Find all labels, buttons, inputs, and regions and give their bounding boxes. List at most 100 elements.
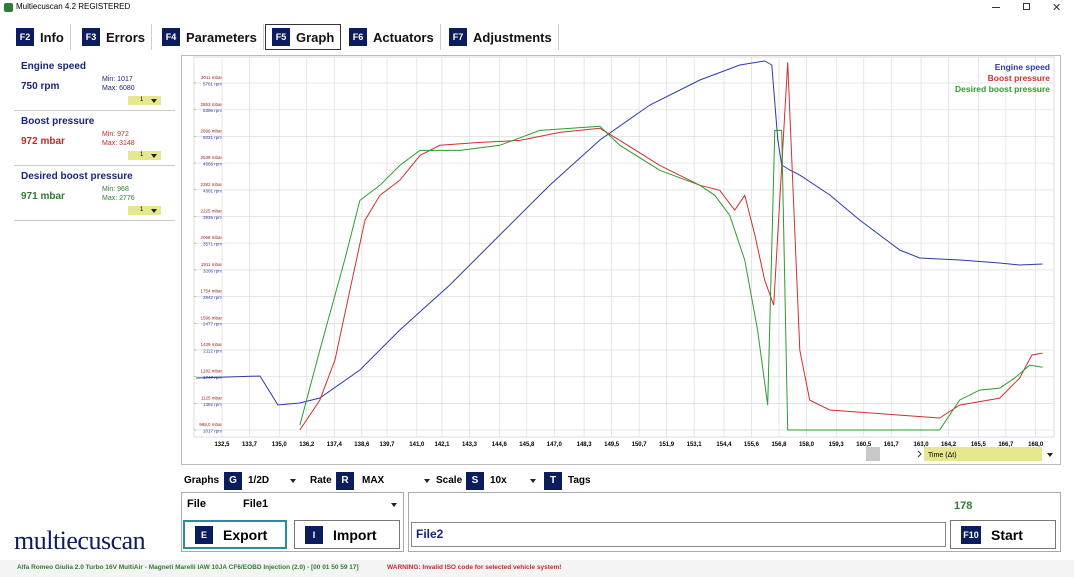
dropdown-arrow[interactable]: [530, 479, 536, 483]
graphs-value[interactable]: 1/2D: [248, 475, 270, 486]
dropdown-arrow[interactable]: [424, 479, 430, 483]
tab-key: F3: [82, 28, 100, 46]
window-title: Multiecuscan 4.2 REGISTERED: [16, 2, 131, 11]
import-button[interactable]: I Import: [294, 520, 400, 549]
x-tick-label: 156,8: [771, 442, 787, 448]
tab-key: F5: [272, 28, 290, 46]
parameter-scale[interactable]: 1: [128, 151, 161, 160]
parameter-max: Max: 6080: [102, 85, 135, 92]
y2-tick-label: 2112 rpm: [203, 348, 222, 353]
tags-key[interactable]: T: [544, 472, 562, 490]
scroll-thumb[interactable]: [866, 447, 880, 461]
x-tick-label: 164,2: [941, 442, 957, 448]
y2-tick-label: 4301 rpm: [203, 188, 222, 193]
export-button[interactable]: E Export: [183, 520, 287, 549]
parameter-min: Min: 968: [102, 186, 129, 193]
y2-tick-label: 3936 rpm: [203, 215, 222, 220]
x-tick-label: 166,7: [998, 442, 1014, 448]
tab-label: Parameters: [186, 29, 257, 45]
x-tick-label: 148,3: [577, 442, 593, 448]
tab[interactable]: F5 Graph: [265, 24, 342, 50]
legend-entry: Boost pressure: [988, 73, 1051, 83]
tab[interactable]: F7 Adjustments: [443, 24, 559, 50]
y2-tick-label: 1382 rpm: [203, 402, 222, 407]
x-tick-label: 165,5: [971, 442, 987, 448]
file-label: File: [187, 498, 206, 510]
y2-tick-label: 2477 rpm: [203, 322, 222, 327]
parameter-min: Min: 972: [102, 131, 129, 138]
scale-value[interactable]: 10x: [490, 475, 507, 486]
tab-label: Info: [40, 29, 64, 45]
maximize-button[interactable]: [1023, 3, 1030, 10]
close-button[interactable]: ✕: [1052, 2, 1062, 14]
graphs-key[interactable]: G: [224, 472, 242, 490]
x-tick-label: 159,3: [829, 442, 845, 448]
dropdown-arrow[interactable]: [151, 99, 157, 103]
dropdown-arrow[interactable]: [391, 503, 397, 507]
file2-field[interactable]: File2: [411, 522, 946, 547]
dropdown-arrow[interactable]: [290, 479, 296, 483]
y-tick-label: 968,0 mbar: [199, 422, 222, 427]
tab[interactable]: F2 Info: [10, 24, 71, 50]
series-line: [196, 60, 1043, 406]
y-tick-label: 2696 mbar: [200, 128, 222, 133]
time-selector[interactable]: [924, 447, 1042, 461]
parameter-panel: Engine speed 750 rpm Min: 1017 Max: 6080 1: [14, 56, 175, 111]
y2-tick-label: 2842 rpm: [203, 295, 222, 300]
series-line: [299, 125, 1043, 431]
parameter-value: 971 mbar: [21, 191, 65, 202]
tab[interactable]: F3 Errors: [76, 24, 153, 50]
parameter-panel: Boost pressure 972 mbar Min: 972 Max: 3148 1: [14, 111, 175, 166]
plot-area: [193, 56, 1055, 438]
parameter-name: Engine speed: [21, 61, 87, 72]
y-tick-label: 1911 mbar: [201, 262, 223, 267]
tab[interactable]: F6 Actuators: [343, 24, 441, 50]
import-key: I: [305, 525, 323, 544]
time-selector-label[interactable]: Time (Δt): [928, 452, 957, 459]
tab-label: Graph: [296, 29, 335, 45]
legend-entry: Desired boost pressure: [955, 84, 1050, 94]
dropdown-arrow[interactable]: [151, 154, 157, 158]
y-tick-label: 1125 mbar: [201, 395, 223, 400]
rate-key[interactable]: R: [336, 472, 354, 490]
y-tick-label: 2539 mbar: [200, 155, 222, 160]
scale-label: Scale: [436, 475, 463, 486]
tab-label: Actuators: [373, 29, 434, 45]
series-line: [299, 62, 1043, 431]
parameter-name: Boost pressure: [21, 116, 95, 127]
x-tick-label: 153,1: [687, 442, 703, 448]
rate-label: Rate: [310, 475, 332, 486]
tags-label[interactable]: Tags: [568, 475, 591, 486]
y-tick-label: 2853 mbar: [200, 102, 222, 107]
x-tick-label: 151,9: [659, 442, 675, 448]
dropdown-arrow[interactable]: [151, 209, 157, 213]
y-tick-label: 3011 mbar: [201, 75, 223, 80]
x-tick-label: 139,7: [379, 442, 395, 448]
parameter-scale[interactable]: 1: [128, 96, 161, 105]
x-tick-label: 143,3: [462, 442, 478, 448]
status-warning: WARNING: Invalid ISO code for selected v…: [387, 564, 562, 571]
x-tick-label: 133,7: [242, 442, 258, 448]
x-tick-label: 154,4: [716, 442, 732, 448]
start-label: Start: [991, 526, 1023, 543]
y-tick-label: 1754 mbar: [200, 289, 222, 294]
x-tick-label: 160,5: [856, 442, 872, 448]
x-tick-label: 141,0: [409, 442, 425, 448]
tab[interactable]: F4 Parameters: [156, 24, 264, 50]
x-tick-label: 168,0: [1028, 442, 1044, 448]
scroll-arrow[interactable]: [917, 450, 922, 458]
y2-tick-label: 5396 rpm: [203, 108, 222, 113]
parameter-scale[interactable]: 1: [128, 206, 161, 215]
x-tick-label: 149,5: [604, 442, 620, 448]
scale-key[interactable]: S: [466, 472, 484, 490]
dropdown-arrow[interactable]: [1047, 453, 1053, 457]
minimize-button[interactable]: [992, 7, 1000, 8]
file-select[interactable]: File1: [243, 498, 269, 510]
rate-value[interactable]: MAX: [362, 475, 385, 486]
x-tick-label: 161,7: [884, 442, 900, 448]
tab-key: F7: [449, 28, 467, 46]
y2-tick-label: 3571 rpm: [203, 242, 222, 247]
start-button[interactable]: F10 Start: [950, 520, 1056, 549]
tab-label: Adjustments: [473, 29, 552, 45]
